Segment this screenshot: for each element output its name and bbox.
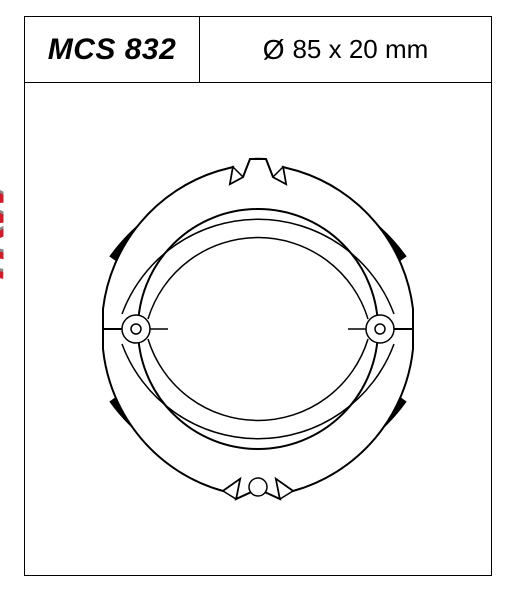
dimensions-label: Ø 85 x 20 mm	[263, 34, 429, 66]
part-number: MCS 832	[48, 33, 177, 67]
right-pivot-hole	[375, 324, 385, 334]
brake-shoe-drawing	[68, 129, 448, 529]
lower-shoe-body	[103, 329, 413, 499]
outer-frame: MCS 832 Ø 85 x 20 mm	[24, 16, 492, 576]
dimensions-text: 85 x 20 mm	[292, 34, 428, 65]
header-part-cell: MCS 832	[25, 17, 200, 82]
diagram-area	[25, 83, 491, 575]
header-row: MCS 832 Ø 85 x 20 mm	[25, 17, 491, 83]
lower-inner-rib-2	[148, 339, 368, 420]
bottom-cam-circle	[249, 478, 267, 496]
header-dimension-cell: Ø 85 x 20 mm	[200, 17, 491, 82]
brand-logo-text: TRW	[0, 185, 15, 287]
brand-logo: TRW TRW	[0, 185, 16, 287]
diameter-icon: Ø	[263, 34, 285, 66]
upper-inner-rib-2	[148, 238, 368, 319]
left-pivot-hole	[131, 324, 141, 334]
upper-shoe-body	[103, 159, 413, 329]
